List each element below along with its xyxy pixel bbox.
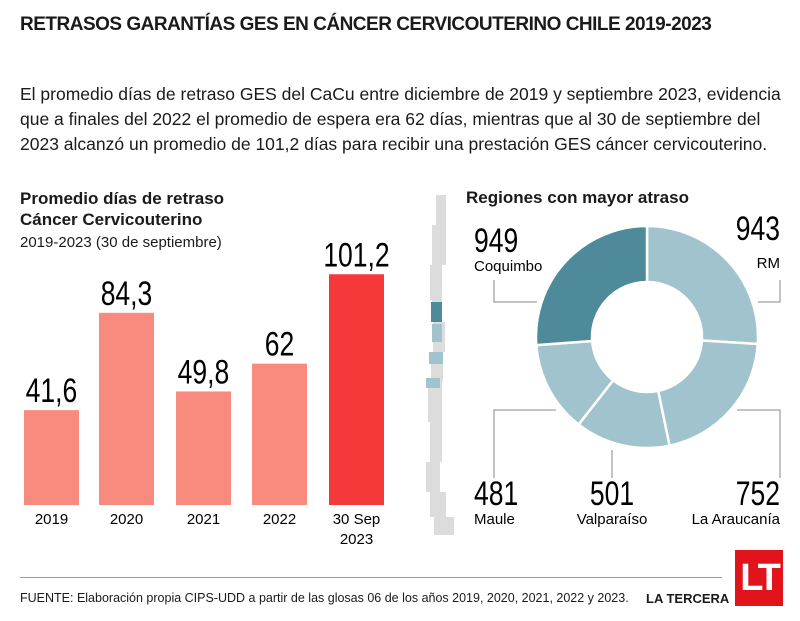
source-note: FUENTE: Elaboración propia CIPS-UDD a pa… xyxy=(20,591,629,605)
bar-value-label: 62 xyxy=(265,326,295,364)
slice-value-label: 481 xyxy=(474,475,518,513)
map-region-highlight xyxy=(429,352,443,364)
bar-value-label: 101,2 xyxy=(323,236,389,274)
bar xyxy=(329,274,384,505)
map-region xyxy=(428,382,442,422)
bar-category-label: 2022 xyxy=(263,511,296,528)
slice-name-label: Maule xyxy=(474,511,515,528)
bar-chart-title: Promedio días de retraso Cáncer Cervicou… xyxy=(20,189,225,229)
slice-value-label: 949 xyxy=(474,222,518,260)
slice-name-label: Valparaíso xyxy=(577,511,648,528)
divider xyxy=(20,577,722,578)
map-region xyxy=(430,422,442,462)
slice-value-label: 752 xyxy=(736,475,780,513)
slice-value-label: 501 xyxy=(590,475,634,513)
slice-name-label: Coquimbo xyxy=(474,258,542,275)
bar-category-label: 2019 xyxy=(35,511,68,528)
bar-category-label: 30 Sep xyxy=(333,511,381,528)
slice-value-label: 943 xyxy=(736,210,780,248)
donut-chart-title: Regiones con mayor atraso xyxy=(466,188,689,207)
bar-value-label: 84,3 xyxy=(101,275,153,313)
leader-line xyxy=(758,280,781,303)
map-region xyxy=(436,195,446,225)
map-region xyxy=(426,462,440,492)
bar-category-label: 2020 xyxy=(110,511,143,528)
bar-value-label: 49,8 xyxy=(178,353,230,391)
slice-name-label: RM xyxy=(757,255,780,272)
intro-text: El promedio días de retraso GES del CaCu… xyxy=(20,84,781,154)
donut-slice xyxy=(645,224,760,346)
leader-line xyxy=(737,409,781,478)
map-region xyxy=(432,225,446,265)
map-region xyxy=(430,492,446,517)
bar-category-label: 2023 xyxy=(340,531,373,548)
map-region xyxy=(434,517,454,535)
map-region-highlight xyxy=(431,302,442,322)
donut-slice xyxy=(534,224,649,347)
la-tercera-logo: LT xyxy=(735,550,783,606)
brand-name: LA TERCERA xyxy=(646,591,730,606)
bar xyxy=(99,312,154,505)
bar xyxy=(24,410,79,505)
bar-value-label: 41,6 xyxy=(26,372,78,410)
bar-category-label: 2021 xyxy=(187,511,220,528)
page-title: RETRASOS GARANTÍAS GES EN CÁNCER CERVICO… xyxy=(20,14,712,35)
chile-map xyxy=(426,195,454,535)
bar xyxy=(252,363,307,505)
leader-line xyxy=(493,409,556,478)
bar xyxy=(176,391,231,505)
donut-slice xyxy=(656,339,760,448)
map-region-highlight xyxy=(432,324,442,342)
slice-name-label: La Araucanía xyxy=(692,511,781,528)
bar-chart-subtitle: 2019-2023 (30 de septiembre) xyxy=(20,234,222,251)
map-region xyxy=(430,265,442,300)
leader-line xyxy=(493,280,537,303)
map-region-highlight xyxy=(426,378,440,388)
